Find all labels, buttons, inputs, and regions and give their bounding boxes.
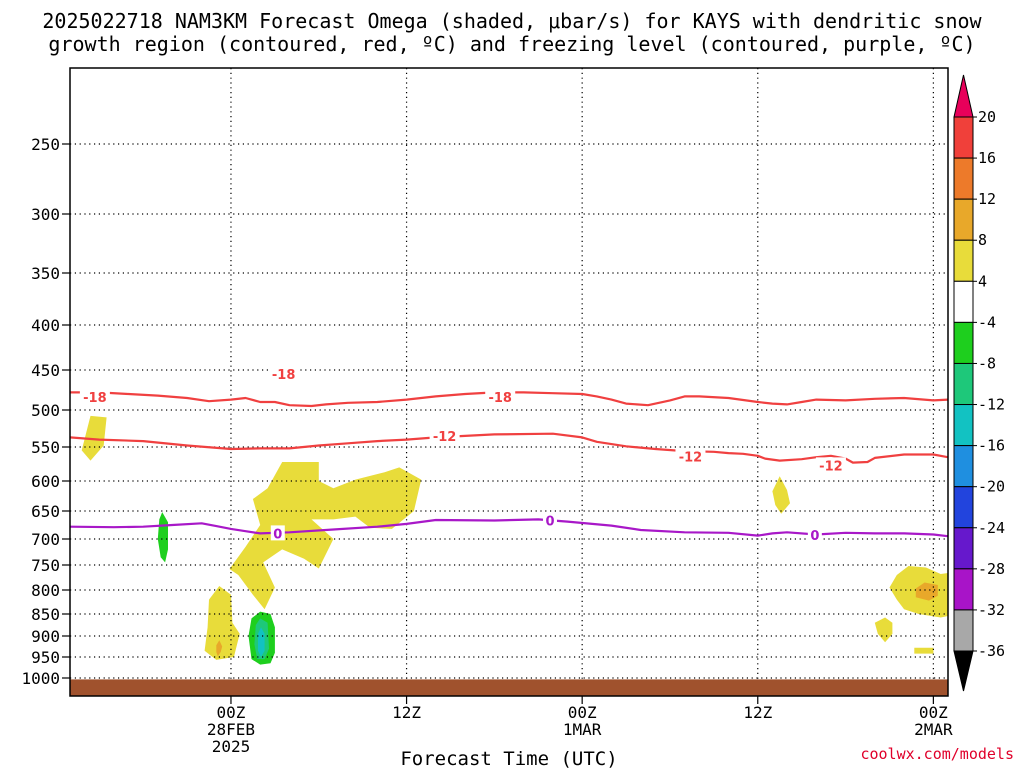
colorbar-label: 16	[978, 149, 996, 167]
x-tick-label: 00Z	[217, 703, 246, 722]
y-axis: 250 300 350 400 450 500 550 600 650 700 750 800 850 9…	[21, 135, 70, 688]
contour-label-bg	[270, 525, 285, 541]
x-tick-label: 28FEB	[207, 720, 255, 739]
omega-region	[157, 512, 168, 563]
contour-label-bg	[429, 427, 460, 443]
x-tick-label: 12Z	[743, 703, 772, 722]
colorbar-bin	[953, 527, 974, 570]
y-tick-label: 950	[31, 648, 60, 667]
grid	[70, 68, 948, 696]
contour-label-bg	[485, 389, 516, 405]
colorbar-bin	[953, 280, 974, 323]
x-tick-label: 12Z	[392, 703, 421, 722]
contour-label: 0	[273, 527, 282, 542]
colorbar-label: -28	[978, 560, 1005, 578]
contour-label-bg	[675, 448, 706, 464]
plot-frame	[69, 67, 949, 697]
y-tick-label: 700	[31, 530, 60, 549]
colorbar-bin	[953, 609, 974, 652]
colorbar-label: -24	[978, 519, 1005, 537]
omega-region	[258, 627, 265, 657]
contour-label: -12	[679, 451, 703, 466]
x-tick-label: 2MAR	[914, 720, 953, 739]
colorbar-label: 20	[978, 108, 996, 126]
colorbar-label: -4	[978, 313, 996, 331]
contour-label-bg	[268, 366, 299, 381]
surface-band-rect	[70, 679, 948, 696]
colorbar: 20 16 12 8 4 -4 -8 -12 -16 -20 -24 -28 -32 -36	[953, 74, 1005, 692]
colorbar-bottom-arrow	[953, 650, 974, 692]
omega-region	[915, 582, 938, 601]
x-tick-label: 1MAR	[563, 720, 602, 739]
colorbar-bin	[953, 486, 974, 529]
contour-label: -12	[433, 430, 457, 445]
colorbar-label: 12	[978, 190, 996, 208]
contour-label-bg	[807, 527, 822, 543]
x-tick-label: 2025	[212, 737, 251, 756]
y-tick-label: 900	[31, 627, 60, 646]
colorbar-bin	[953, 198, 974, 241]
colorbar-bin	[953, 116, 974, 159]
contour-label: -18	[488, 391, 512, 406]
colorbar-bin	[953, 404, 974, 447]
contours: -18 -18 -18 -12 -12 -12 0 0 0	[70, 366, 948, 544]
contour-label-bg	[79, 389, 110, 405]
contour-label: -18	[83, 391, 107, 406]
contour-label: 0	[810, 529, 819, 544]
omega-shading	[81, 415, 948, 665]
colorbar-label: -12	[978, 396, 1005, 414]
omega-region	[914, 647, 934, 654]
contour-label: 0	[545, 515, 554, 530]
y-tick-label: 800	[31, 581, 60, 600]
colorbar-label: -8	[978, 354, 996, 372]
y-tick-label: 750	[31, 556, 60, 575]
colorbar-label: 8	[978, 231, 987, 249]
colorbar-label: -32	[978, 601, 1005, 619]
contour-label: -12	[819, 459, 843, 474]
y-tick-label: 400	[31, 316, 60, 335]
contour-line	[70, 391, 948, 408]
omega-region	[874, 617, 893, 643]
surface-band	[70, 679, 948, 696]
x-tick-label: 00Z	[568, 703, 597, 722]
y-tick-label: 350	[31, 264, 60, 283]
colorbar-bin	[953, 157, 974, 200]
y-tick-label: 450	[31, 361, 60, 380]
colorbar-label: 4	[978, 272, 987, 290]
colorbar-bin	[953, 321, 974, 364]
contour-label-bg	[815, 457, 846, 473]
y-tick-label: 850	[31, 605, 60, 624]
y-tick-label: 650	[31, 502, 60, 521]
colorbar-bin	[953, 362, 974, 406]
colorbar-bin	[953, 239, 974, 282]
y-tick-label: 1000	[21, 669, 60, 688]
y-tick-label: 550	[31, 438, 60, 457]
contour-label: -18	[272, 368, 296, 383]
chart-title-line-2: growth region (contoured, red, ºC) and f…	[48, 32, 976, 56]
omega-region	[216, 640, 223, 657]
colorbar-label: -20	[978, 478, 1005, 496]
colorbar-label: -16	[978, 437, 1005, 455]
colorbar-top-arrow	[953, 74, 974, 118]
colorbar-bin	[953, 568, 974, 611]
credit-link[interactable]: coolwx.com/models	[860, 745, 1014, 763]
x-axis-label: Forecast Time (UTC)	[400, 748, 617, 768]
chart-title-line-1: 2025022718 NAM3KM Forecast Omega (shaded…	[42, 9, 982, 33]
omega-region	[772, 476, 790, 514]
colorbar-bin	[953, 445, 974, 488]
y-tick-label: 300	[31, 205, 60, 224]
omega-region	[229, 462, 422, 610]
x-tick-label: 00Z	[919, 703, 948, 722]
y-tick-label: 600	[31, 472, 60, 491]
contour-line	[70, 432, 948, 464]
y-tick-label: 250	[31, 135, 60, 154]
y-tick-label: 500	[31, 401, 60, 420]
contour-label-bg	[542, 512, 557, 528]
omega-region	[204, 586, 240, 660]
colorbar-label: -36	[978, 642, 1005, 660]
